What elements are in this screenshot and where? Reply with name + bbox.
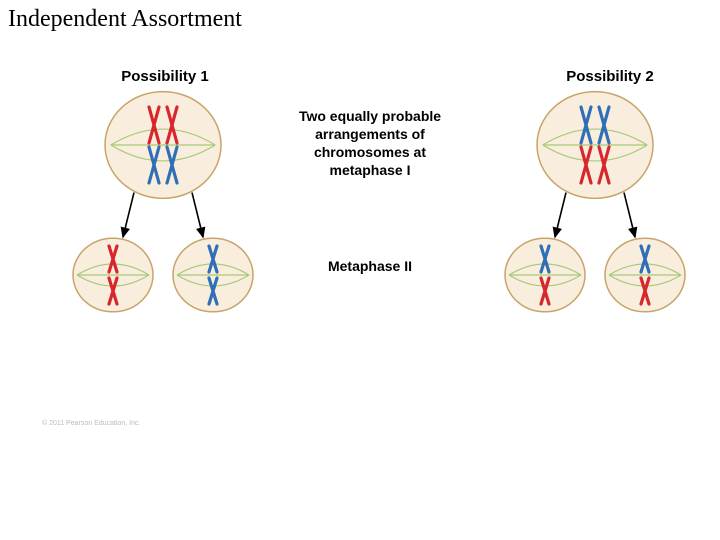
meiosis-diagram xyxy=(0,0,720,540)
copyright-text: © 2011 Pearson Education, Inc. xyxy=(42,420,140,427)
